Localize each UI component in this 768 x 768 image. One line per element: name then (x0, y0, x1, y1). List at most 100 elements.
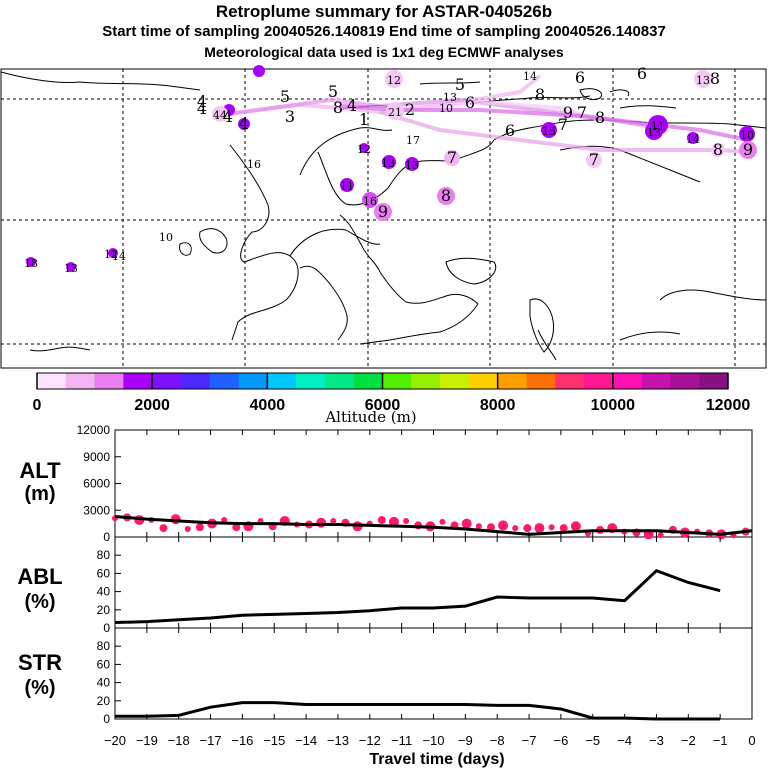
trajectory-cluster-marker (212, 106, 228, 122)
x-tick-label: −15 (263, 733, 285, 748)
altitude-marker (330, 517, 337, 524)
trajectory-cluster-marker (386, 102, 404, 120)
cluster-label: 14 (523, 70, 537, 83)
y-tick-label: 40 (97, 585, 111, 599)
colorbar-segment (353, 373, 383, 389)
colorbar-tick-label: 12000 (706, 397, 751, 414)
alt-ylabel-unit: (m) (24, 483, 55, 505)
cluster-label: 5 (455, 75, 465, 94)
cluster-label: 12 (357, 143, 371, 156)
trajectory-cluster-marker (687, 132, 699, 144)
cluster-label: 16 (247, 158, 261, 171)
altitude-marker (559, 524, 568, 533)
x-tick-label: 0 (748, 733, 755, 748)
y-tick-label: 80 (97, 548, 111, 562)
meteo-source: Meteorological data used is 1x1 deg ECMW… (204, 44, 564, 60)
colorbar-tick-label: 6000 (365, 397, 401, 414)
y-tick-label: 20 (97, 694, 111, 708)
trajectory-cluster-marker (437, 187, 455, 205)
altitude-marker (657, 532, 664, 539)
cluster-label: 4 (239, 114, 249, 133)
cluster-label: 8 (595, 108, 605, 127)
y-tick-label: 80 (97, 639, 111, 653)
x-tick-label: −13 (327, 733, 349, 748)
x-tick-label: −9 (458, 733, 473, 748)
altitude-marker (475, 523, 482, 530)
str-ylabel: STR (18, 650, 62, 675)
altitude-marker (439, 518, 446, 525)
altitude-marker (159, 524, 168, 533)
alt-series-line (114, 514, 753, 536)
time-series-panels: ALT (m) ABL (%) STR (%) Travel time (day… (17, 423, 755, 768)
x-tick-label: −16 (231, 733, 253, 748)
cluster-label: 10 (159, 231, 173, 244)
cluster-label: 14 (112, 250, 126, 263)
colorbar-segment (497, 373, 527, 389)
x-tick-label: −20 (104, 733, 126, 748)
cluster-label: 11 (651, 120, 665, 133)
sampling-times: Start time of sampling 20040526.140819 E… (102, 23, 666, 40)
cluster-label: 7 (558, 115, 568, 134)
trajectory-cluster-marker (66, 262, 76, 272)
colorbar-tick-label: 10000 (591, 397, 636, 414)
colorbar-segment (526, 373, 556, 389)
colorbar-segment (65, 373, 96, 389)
y-tick-label: 0 (103, 530, 110, 544)
cluster-label: 44 (213, 109, 227, 122)
abl-ylabel: ABL (17, 564, 62, 589)
altitude-marker (232, 523, 241, 532)
cluster-label: 15 (542, 125, 556, 138)
x-tick-label: −17 (200, 733, 222, 748)
colorbar-segment (324, 373, 355, 389)
cluster-label: 8 (713, 140, 723, 159)
abl-ylabel-unit: (%) (24, 591, 55, 613)
cluster-label: 6 (575, 68, 585, 87)
x-tick-label: −19 (136, 733, 158, 748)
cluster-label: 13 (64, 262, 78, 275)
abl-series-line (114, 568, 721, 625)
colorbar-segment (440, 373, 470, 389)
cluster-label: 13 (696, 74, 710, 87)
trajectory-cluster-marker (739, 141, 757, 159)
cluster-label: 8 (333, 98, 343, 117)
cluster-label: 14 (686, 133, 700, 146)
x-tick-label: −12 (359, 733, 381, 748)
trajectory-cluster-marker (340, 178, 354, 192)
cluster-label: 5 (328, 82, 338, 101)
cluster-label: 4 (197, 99, 207, 118)
cluster-label: 8 (710, 69, 720, 88)
cluster-label: 8 (441, 186, 451, 205)
trajectory-cluster-marker (541, 122, 557, 138)
str-series-line (115, 701, 721, 721)
colorbar-segment (94, 373, 124, 389)
x-tick-label: −6 (553, 733, 568, 748)
altitude-marker (184, 525, 191, 532)
colorbar-segment (152, 373, 182, 389)
trajectory-cluster-marker (711, 143, 725, 157)
trajectory-cluster-marker (238, 118, 250, 130)
x-tick-label: −5 (585, 733, 600, 748)
colorbar-segment (238, 373, 268, 389)
altitude-marker (403, 517, 410, 524)
cluster-label: 12 (104, 248, 118, 261)
cluster-label: 1 (359, 110, 369, 129)
trajectory-cluster-marker (362, 192, 378, 208)
altitude-marker (221, 517, 228, 524)
alt-ylabel: ALT (19, 458, 61, 483)
colorbar-segment (612, 373, 643, 389)
colorbar-label: Altitude (m) (324, 408, 416, 426)
cluster-label: 7 (577, 103, 587, 122)
cluster-label: 7 (589, 150, 599, 169)
altitude-marker (523, 524, 532, 533)
altitude-marker (534, 523, 545, 534)
trajectory-cluster-marker (645, 122, 663, 140)
trajectory-cluster-marker (26, 257, 36, 267)
trajectory-cluster-marker (374, 203, 392, 221)
colorbar-segment (699, 373, 729, 389)
y-tick-label: 0 (103, 621, 110, 635)
cluster-label: 18 (24, 257, 38, 270)
cluster-label: 9 (378, 202, 388, 221)
y-tick-label: 0 (103, 712, 110, 726)
coastlines (0, 71, 767, 361)
